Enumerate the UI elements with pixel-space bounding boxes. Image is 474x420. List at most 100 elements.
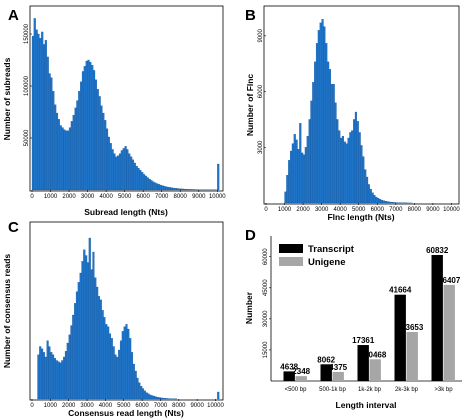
histogram-bar [187,189,190,191]
x-tick-label: 1000 [44,403,58,409]
panel-c-bars [37,237,220,400]
histogram-bar [317,30,320,204]
histogram-bar [127,328,130,400]
histogram-bar [48,346,51,400]
histogram-bar [33,18,36,191]
panel-a-x-ticks: 0 1000 2000 3000 4000 5000 6000 7000 8000 9000 100… [30,190,226,200]
histogram-bar [167,186,170,191]
histogram-bar [50,77,53,191]
histogram-bar [77,282,80,400]
histogram-bar [79,272,82,400]
histogram-bar [156,183,159,191]
histogram-bar [93,70,96,191]
histogram-bar [217,163,220,191]
histogram-bar [44,356,47,400]
category-label: 500-1k bp [319,387,346,393]
histogram-bar [129,338,132,400]
histogram-bar [343,141,346,204]
histogram-bar [130,156,133,191]
category-label: 2k-3k bp [395,387,419,393]
x-tick-label: 2000 [62,194,76,200]
histogram-bar [141,172,144,191]
panel-a-axes: 0 1000 2000 3000 4000 5000 6000 7000 8000 9000 100… [24,5,226,200]
histogram-bar [174,188,177,191]
histogram-bar [81,261,84,400]
histogram-bar [349,132,352,204]
histogram-bar [118,153,122,191]
histogram-bar [330,84,333,204]
histogram-bar [88,237,91,400]
histogram-bar [137,168,140,191]
panel-c-x-ticks: 0 1000 2000 3000 4000 5000 6000 7000 8000 9000 100… [30,399,224,409]
histogram-bar [94,79,97,191]
histogram-bar [297,149,300,204]
bar-unigene [443,284,455,381]
histogram-bar [180,188,183,191]
histogram-bar [87,59,90,191]
histogram-bar [85,255,88,400]
histogram-bar [83,249,86,400]
histogram-bar [143,174,146,191]
histogram-bar [154,396,157,400]
histogram-bar [72,314,75,400]
histogram-bar [59,125,62,191]
histogram-bar [90,269,93,400]
histogram-bar [176,188,179,191]
histogram-bar [78,91,81,191]
panel-d-x-label: Length interval [336,400,397,410]
y-tick-label: 30000 [263,310,269,327]
histogram-bar [119,340,123,400]
bar-transcript [283,371,295,381]
histogram-bar [138,382,141,400]
histogram-bar [340,137,343,204]
panel-c-x-label: Consensus read length (Nts) [68,408,184,418]
x-tick-label: 4000 [99,194,113,200]
histogram-bar [388,201,391,204]
histogram-bar [44,40,47,191]
histogram-bar [373,195,376,204]
histogram-bar [306,136,309,204]
histogram-bar [52,354,55,400]
histogram-bar [103,317,106,400]
histogram-bar [336,119,339,204]
histogram-bar [140,386,143,400]
x-tick-label: 10000 [209,194,226,200]
histogram-bar [157,184,160,191]
histogram-bar [181,188,185,191]
bar-transcript [394,294,406,381]
histogram-bar [321,19,324,204]
histogram-bar [66,342,69,400]
x-tick-label: 5000 [117,403,131,409]
histogram-bar [89,61,92,191]
histogram-bar [112,346,115,400]
histogram-bar [132,363,135,400]
histogram-bar [158,397,161,400]
histogram-bar [100,105,103,191]
histogram-bar [380,199,383,204]
histogram-bar [76,100,79,191]
x-tick-label: 9000 [426,207,440,213]
histogram-bar [55,360,58,400]
histogram-bar [351,130,354,204]
histogram-bar [37,354,40,400]
histogram-bar [42,44,46,191]
data-label-transcript: 4638 [280,362,298,371]
histogram-bar [165,398,168,400]
histogram-bar [111,149,114,191]
bar-transcript [357,345,369,381]
histogram-bar [101,310,104,400]
histogram-bar [53,358,56,400]
histogram-bar [65,130,68,191]
category-label: 1k-2k bp [358,387,382,393]
bar-unigene [369,359,381,381]
histogram-bar [191,189,194,191]
panel-d-y-label: Number [244,291,254,324]
x-tick-label: 3000 [80,403,94,409]
histogram-bar [293,134,296,204]
bar-unigene [295,376,307,381]
histogram-bar [131,159,135,191]
y-tick-label: 45000 [263,279,269,296]
histogram-bar [52,91,55,191]
